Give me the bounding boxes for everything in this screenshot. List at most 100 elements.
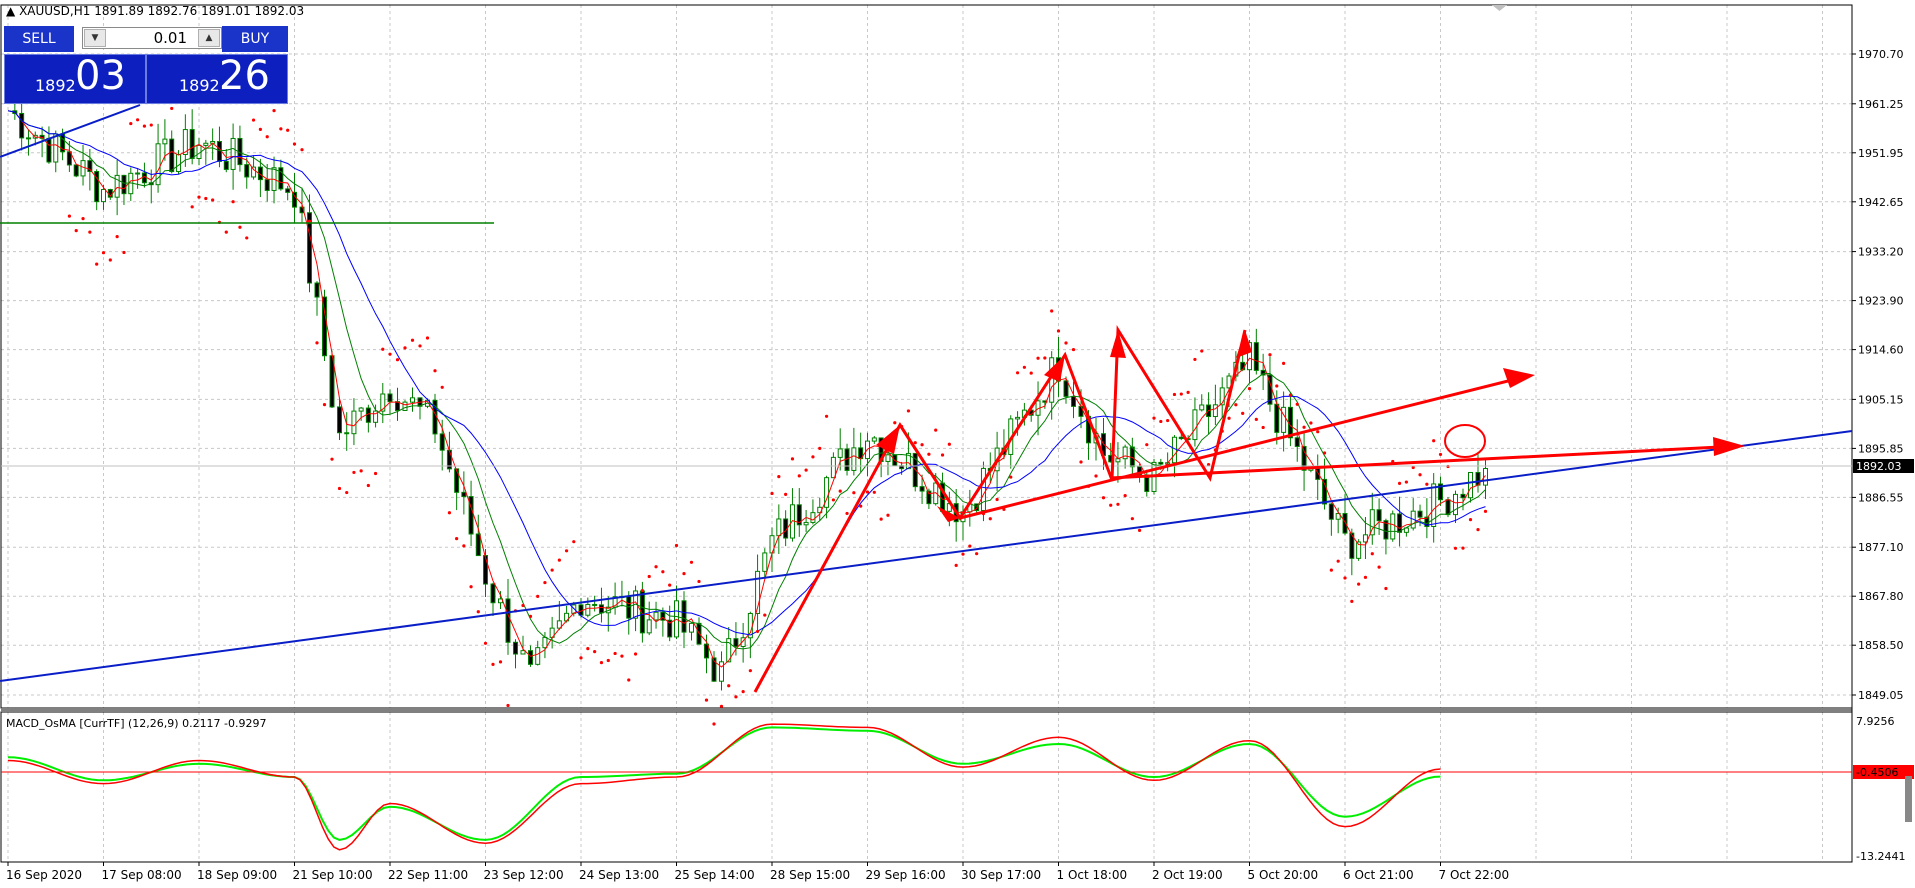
candle-body [1362, 534, 1368, 543]
candle-body [1390, 513, 1396, 540]
candle-body [344, 432, 350, 435]
collapse-triangle-icon[interactable]: ▲ [6, 4, 16, 18]
sar-dot [886, 513, 890, 517]
sar-dot [1343, 576, 1347, 580]
sar-dot [704, 698, 709, 702]
chart-grid [1, 5, 1852, 862]
sar-dot [1009, 475, 1013, 479]
candle-body [468, 496, 474, 535]
candle-body [439, 433, 445, 451]
sar-dot [940, 453, 945, 457]
sar-dot [627, 678, 631, 682]
candle-body [169, 138, 175, 173]
ascending-trendline[interactable] [0, 430, 1853, 682]
price-tick-label: 1867.80 [1858, 590, 1904, 603]
candle-body [919, 486, 925, 492]
indicator-title: MACD_OsMA [CurrTF] (12,26,9) 0.2117 -0.9… [6, 717, 267, 730]
candle-body [135, 172, 141, 175]
candle-body [803, 521, 809, 526]
lot-size-field[interactable]: ▼ 0.01 ▲ [82, 27, 222, 49]
sar-dot [1050, 309, 1054, 313]
red-annotations[interactable] [753, 325, 1721, 693]
sar-dot [418, 344, 422, 348]
sar-dot [934, 428, 938, 432]
macd-main-line [7, 723, 1441, 851]
candle-body [307, 212, 312, 284]
candle-body [653, 611, 659, 621]
sar-dot [564, 549, 569, 553]
sar-dot [1094, 474, 1098, 478]
sar-dot [536, 594, 540, 598]
price-tick-label: 1895.85 [1858, 442, 1904, 455]
candle-body [1015, 416, 1021, 420]
one-click-trade-panel: SELL ▼ 0.01 ▲ BUY 1892 03 1892 26 [4, 22, 288, 104]
candle-body [251, 166, 257, 178]
candle-body [1438, 483, 1443, 501]
lot-increase-icon[interactable]: ▲ [198, 29, 220, 47]
buy-button[interactable]: BUY [222, 26, 288, 52]
sar-dot [661, 570, 665, 574]
time-tick-label: 29 Sep 16:00 [866, 868, 946, 882]
sar-dot [1241, 411, 1245, 415]
candle-body [264, 179, 270, 191]
sar-dot [988, 517, 992, 521]
candle-body [94, 170, 100, 203]
sar-dot [1302, 425, 1306, 429]
candle-body [871, 437, 877, 442]
sar-dot [1152, 416, 1156, 420]
candle-body [1356, 541, 1362, 559]
lot-size-value[interactable]: 0.01 [153, 29, 187, 47]
candle-body [155, 143, 161, 186]
sar-dot [1275, 384, 1279, 388]
sar-dot [599, 661, 604, 665]
symbol-quote-text: XAUUSD,H1 1891.89 1892.76 1891.01 1892.0… [19, 4, 305, 18]
sar-dot [300, 148, 304, 152]
sar-dot [784, 492, 788, 496]
sar-dot [506, 703, 510, 708]
sar-dot [741, 690, 745, 694]
price-tick-label: 1858.50 [1858, 639, 1904, 652]
sell-button[interactable]: SELL [4, 26, 74, 52]
candle-body [535, 647, 541, 665]
sar-dot [1137, 528, 1142, 533]
sar-dot [586, 647, 590, 651]
trendline-top-left[interactable] [0, 104, 141, 158]
macd-histogram-bar [1905, 776, 1912, 822]
candle-body [87, 160, 93, 172]
candle-body [974, 503, 980, 511]
candle-body [475, 533, 481, 557]
sar-dot [755, 629, 760, 634]
price-tick-label: 1886.55 [1858, 491, 1904, 504]
sar-dot [1438, 452, 1443, 457]
candle-body [1063, 380, 1069, 397]
sar-dot [211, 198, 215, 202]
sar-dot [1064, 341, 1068, 345]
sar-dot [204, 196, 208, 201]
candle-body [1322, 478, 1328, 505]
candle-body [830, 456, 836, 479]
shift-marker-icon[interactable] [1492, 5, 1507, 11]
sar-dot [1418, 473, 1422, 477]
sar-dot [1384, 586, 1388, 591]
time-tick-label: 18 Sep 09:00 [197, 868, 277, 882]
sar-dot [961, 552, 965, 556]
sar-dot [1329, 568, 1333, 572]
sell-price-box[interactable]: 1892 03 [4, 53, 146, 104]
candle-body [1342, 513, 1348, 534]
highlight-circle[interactable] [1444, 424, 1486, 458]
candle-body [292, 191, 297, 208]
candle-body [1253, 342, 1259, 371]
sar-dot [763, 613, 767, 617]
candle-body [762, 552, 768, 572]
current-price-label: 1892.03 [1856, 460, 1902, 473]
sar-dot [1363, 575, 1368, 579]
sar-dot [920, 443, 924, 447]
lot-decrease-icon[interactable]: ▼ [84, 29, 106, 47]
sar-dot [149, 123, 153, 127]
arrow-head-wave4-icon [1110, 330, 1126, 358]
buy-price-box[interactable]: 1892 26 [146, 53, 288, 104]
sar-dot [1043, 356, 1047, 360]
candle-body [1453, 493, 1458, 516]
candle-body [1212, 404, 1218, 418]
